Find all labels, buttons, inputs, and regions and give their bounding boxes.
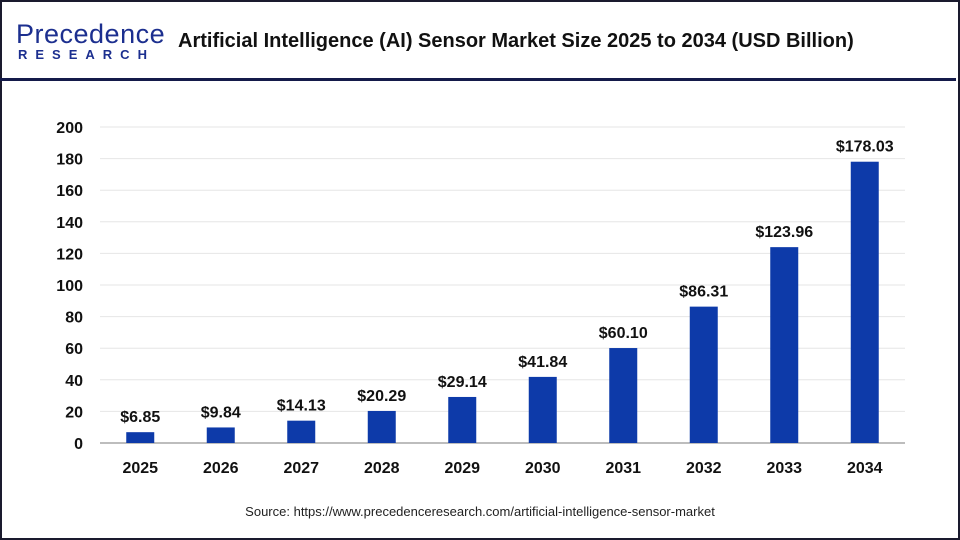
- y-tick-label: 200: [56, 120, 83, 137]
- x-tick-label: 2031: [605, 460, 641, 477]
- bar: [689, 306, 718, 443]
- data-label: $29.14: [438, 374, 487, 391]
- y-tick-label: 60: [65, 341, 83, 358]
- bar: [126, 432, 155, 443]
- x-tick-label: 2034: [847, 460, 883, 477]
- y-tick-label: 0: [74, 436, 83, 453]
- data-label: $86.31: [679, 284, 728, 301]
- x-tick-label: 2025: [122, 460, 158, 477]
- logo-text-bottom: RESEARCH: [18, 47, 155, 62]
- bar: [287, 420, 316, 443]
- data-label: $14.13: [277, 398, 326, 415]
- source-note: Source: https://www.precedenceresearch.c…: [245, 504, 715, 519]
- x-tick-label: 2033: [766, 460, 802, 477]
- bar: [770, 247, 799, 443]
- x-tick-label: 2032: [686, 460, 722, 477]
- header: Precedence RESEARCH Artificial Intellige…: [0, 0, 956, 81]
- data-label: $9.84: [201, 404, 241, 421]
- y-tick-label: 140: [56, 215, 83, 232]
- chart-title: Artificial Intelligence (AI) Sensor Mark…: [178, 30, 854, 52]
- precedence-research-logo: Precedence RESEARCH: [16, 20, 165, 62]
- bar: [528, 376, 557, 443]
- bar: [206, 427, 235, 443]
- y-tick-label: 160: [56, 183, 83, 200]
- data-label: $6.85: [120, 409, 160, 426]
- data-label: $41.84: [518, 354, 567, 371]
- data-label: $178.03: [836, 139, 894, 156]
- x-tick-label: 2028: [364, 460, 400, 477]
- bar: [850, 161, 879, 444]
- y-tick-label: 20: [65, 404, 83, 421]
- x-tick-label: 2026: [203, 460, 239, 477]
- y-tick-label: 80: [65, 310, 83, 327]
- x-tick-label: 2029: [444, 460, 480, 477]
- y-tick-label: 40: [65, 373, 83, 390]
- x-tick-label: 2027: [283, 460, 319, 477]
- y-tick-label: 180: [56, 152, 83, 169]
- bar: [609, 348, 638, 443]
- data-label: $60.10: [599, 325, 648, 342]
- bar: [448, 396, 477, 443]
- data-label: $20.29: [357, 388, 406, 405]
- bar: [367, 410, 396, 443]
- y-tick-label: 120: [56, 246, 83, 263]
- y-tick-label: 100: [56, 278, 83, 295]
- logo-text-top: Precedence: [16, 19, 166, 49]
- data-label: $123.96: [755, 224, 813, 241]
- x-tick-label: 2030: [525, 460, 561, 477]
